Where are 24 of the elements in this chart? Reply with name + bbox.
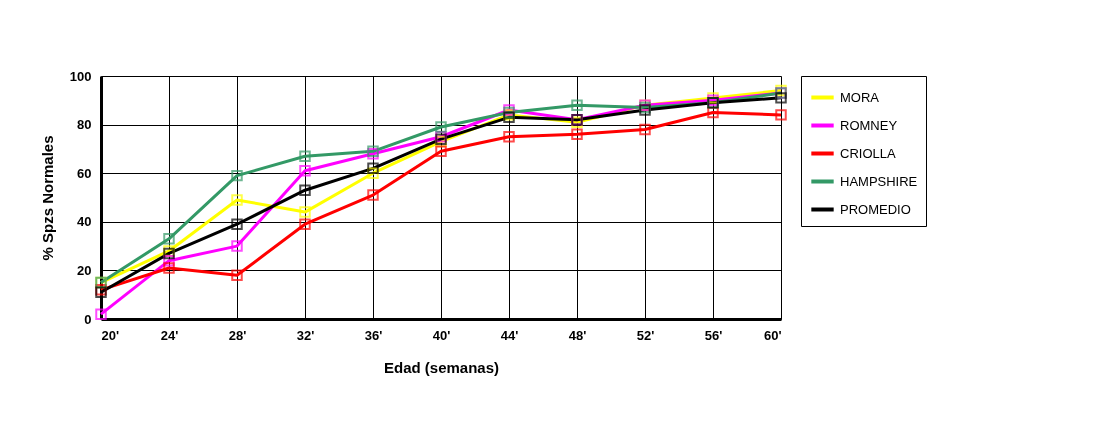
- x-tick-label: 44': [500, 327, 519, 343]
- y-tick-label: 40: [77, 214, 92, 230]
- x-tick-label: 60': [763, 327, 782, 343]
- y-tick-label: 80: [77, 117, 92, 133]
- x-tick-label: 32': [296, 327, 315, 343]
- x-tick-label: 52': [636, 327, 655, 343]
- x-axis-title: Edad (semanas): [383, 358, 500, 376]
- x-tick-label: 48': [568, 327, 587, 343]
- x-tick-label: 40': [432, 327, 451, 343]
- legend-label: PROMEDIO: [840, 201, 911, 217]
- x-tick-label: 36': [364, 327, 383, 343]
- x-tick-label: 24': [160, 327, 179, 343]
- x-tick-label: 28': [228, 327, 247, 343]
- x-tick-label: 20': [101, 327, 120, 343]
- x-tick-label: 56': [704, 327, 723, 343]
- y-tick-label: 60: [77, 165, 92, 181]
- legend-label: MORA: [840, 89, 880, 105]
- legend-label: ROMNEY: [840, 117, 898, 133]
- legend-label: HAMPSHIRE: [840, 173, 918, 189]
- y-tick-label: 0: [84, 311, 92, 327]
- legend-label: CRIOLLA: [840, 145, 896, 161]
- y-axis-title: % Spzs Normales: [38, 135, 56, 261]
- y-tick-label: 20: [77, 262, 92, 278]
- y-tick-label: 100: [69, 68, 92, 84]
